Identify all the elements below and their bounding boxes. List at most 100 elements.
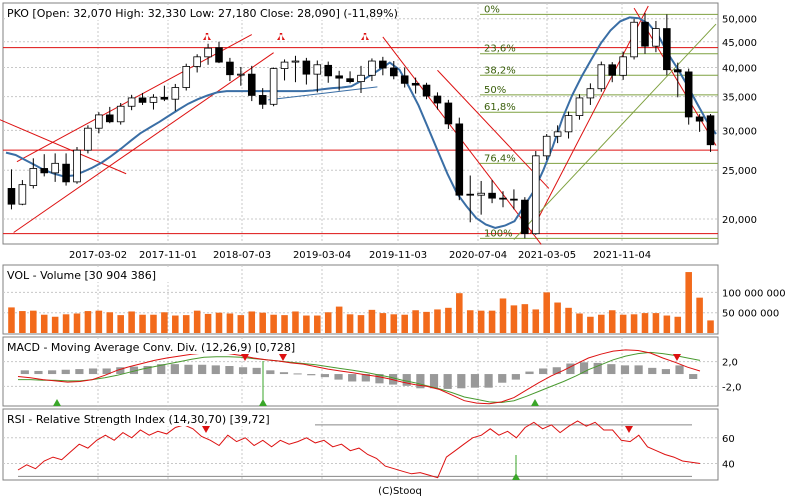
macd-sell-marker [241,354,249,361]
candle-body-up [193,56,201,67]
volume-y-tick-label: 100 000 000 [722,288,786,299]
candle-body-down [138,97,147,103]
macd-histogram-bar [552,367,561,375]
candle-body-down [258,95,267,105]
candle-body-down [389,67,398,77]
sell-arrow-marker [361,33,369,40]
fibonacci-level-label: 23,6% [484,44,516,55]
fib-diagonal-line [513,23,717,240]
macd-histogram-bar [607,364,616,375]
candle-body-down [641,21,649,47]
macd-histogram-bar [402,374,411,386]
candle-body-up [586,88,595,99]
candle-body-down [695,116,704,122]
candle-body-up [619,56,627,76]
rsi-pane-title: RSI - Relative Strength Index (14,30,70)… [7,413,270,426]
volume-bar [357,315,365,333]
macd-layer [17,349,701,405]
candles-layer [7,13,715,239]
macd-histogram-bar [75,369,84,375]
sell-arrow-marker [277,33,285,40]
macd-y-tick-label: -2,0 [722,382,742,393]
volume-bar [401,314,408,333]
candle-body-down [706,115,715,146]
macd-histogram-bar [279,372,289,375]
macd-histogram-bar [566,363,575,375]
price-y-tick-label: 25,000 [722,166,757,177]
fibonacci-level-label: 100% [484,228,513,239]
volume-bar [696,297,703,333]
volume-bar [707,320,714,333]
volume-bar [73,313,81,333]
candle-body-up [269,68,278,105]
macd-pane-title: MACD - Moving Average Conv. Div. (12,26,… [7,341,295,354]
volume-bar [314,315,321,333]
x-axis-date-label: 2017-11-01 [139,250,197,261]
candle-body-down [433,95,442,104]
candle-body-down [673,69,682,73]
footer-credit: (C)Stooq [378,486,422,497]
x-axis-date-label: 2021-03-05 [518,250,576,261]
volume-bar [608,310,616,333]
candle-body-up [564,115,573,133]
signal-markers-layer [53,33,681,480]
volume-bar [270,314,277,333]
candle-body-down [226,61,234,76]
volume-bar [543,292,550,333]
candle-body-up [313,64,322,75]
volume-bar [139,314,146,333]
macd-sell-marker [673,354,681,361]
macd-line [17,349,701,405]
volume-bar [19,311,26,333]
volume-bar [499,298,507,333]
x-axis-date-label: 2020-07-04 [449,250,507,261]
macd-signal-line [18,351,701,404]
volume-bar [346,314,354,333]
candle-body-down [400,75,409,84]
candle-body-up [84,127,92,151]
price-y-tick-label: 35,000 [722,93,757,104]
candle-body-up [630,21,638,58]
volume-bar [281,315,288,333]
rsi-y-tick-label: 60 [722,434,735,445]
candle-body-down [455,123,464,196]
volume-bar [128,311,135,333]
macd-histogram-bar [34,370,43,375]
macd-histogram-bar [498,374,507,383]
volume-bar [182,315,190,333]
fibonacci-level-label: 0% [484,4,500,15]
candle-body-down [411,82,420,86]
candle-body-down [488,192,496,199]
macd-buy-marker [259,399,267,406]
macd-histogram-bar [184,364,193,375]
macd-histogram-bar [375,374,384,384]
candle-body-down [335,75,343,79]
volume-bar [259,312,266,333]
rsi-sell-marker [625,426,633,433]
x-axis-date-label: 2021-11-04 [593,250,651,261]
volume-bar [335,306,343,333]
downtrend-channel-line [437,69,550,189]
volume-bar [248,311,256,333]
rsi-buy-marker [512,473,520,480]
volume-bar [412,310,419,333]
macd-histogram-bar [429,374,439,389]
fibonacci-level-label: 61,8% [484,102,516,113]
macd-histogram-bar [129,366,139,375]
volume-bar [379,313,387,333]
price-pane-title: PKO [Open: 32,070 High: 32,330 Low: 27,1… [7,7,398,20]
sell-arrow-marker [203,33,211,40]
volume-title-bg [5,267,205,282]
volume-bar [226,313,234,333]
rsi-layer [17,420,701,479]
price-y-tick-label: 30,000 [722,126,757,137]
candle-body-down [215,47,223,63]
macd-histogram-bar [157,364,166,375]
macd-sell-marker [279,354,287,361]
candle-body-up [95,114,103,129]
macd-histogram-bar [307,374,316,376]
macd-histogram-bar [634,365,643,375]
volume-bar [445,307,452,333]
candle-body-down [608,64,617,76]
support-line-blue [268,86,378,101]
